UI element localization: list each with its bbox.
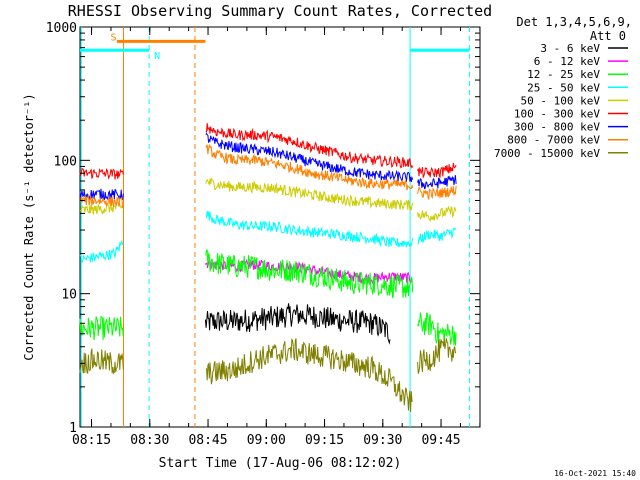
x-tick-label-3: 09:00: [247, 433, 286, 448]
attenuator-bars: [80, 39, 470, 52]
series-3: [79, 210, 457, 264]
x-tick-label-1: 08:30: [130, 433, 169, 448]
legend-label-4: 50 - 100 keV: [521, 94, 601, 107]
legend-label-8: 7000 - 15000 keV: [494, 147, 600, 160]
series-line-8-2: [417, 338, 457, 374]
axis-ticks: [80, 27, 481, 428]
series-line-4-2: [417, 205, 457, 222]
legend-title-2: Att 0: [590, 29, 626, 43]
series-line-5-0: [79, 167, 124, 180]
series-line-3-0: [79, 239, 124, 264]
series-line-2-0: [79, 315, 124, 341]
series-lines: [79, 123, 457, 413]
x-axis-label: Start Time (17-Aug-06 08:12:02): [159, 456, 402, 471]
y-tick-label-1: 10: [61, 288, 77, 303]
y-tick-label-3: 1000: [46, 21, 77, 36]
x-tick-label-0: 08:15: [72, 433, 111, 448]
series-line-3-1: [205, 210, 414, 248]
series-line-6-2: [417, 175, 457, 190]
legend-label-6: 300 - 800 keV: [514, 121, 600, 134]
legend-title-1: Det 1,3,4,5,6,9,: [516, 15, 632, 29]
series-line-4-1: [205, 177, 414, 211]
series-7: [79, 143, 457, 209]
series-6: [79, 132, 457, 201]
x-tick-label-5: 09:30: [363, 433, 402, 448]
annotation-labels: SN: [110, 32, 160, 62]
timestamp: 16-Oct-2021 15:40: [554, 469, 636, 478]
series-line-7-0: [79, 195, 124, 209]
series-line-2-2: [417, 312, 457, 346]
series-1: [204, 258, 413, 285]
x-tick-label-2: 08:45: [188, 433, 227, 448]
annotation-label-s: S: [110, 32, 116, 43]
x-tick-labels: 08:15 08:30 08:45 09:00 09:15 09:30 09:45: [72, 433, 461, 448]
series-line-7-1: [205, 143, 414, 191]
plot-frame: [79, 26, 481, 428]
series-line-8-0: [79, 348, 124, 375]
series-2: [79, 249, 457, 346]
plot-area: [79, 26, 481, 428]
legend-label-1: 6 - 12 keV: [534, 55, 601, 68]
series-line-6-1: [205, 132, 414, 182]
vertical-markers: [80, 27, 471, 427]
series-line-5-1: [205, 123, 414, 169]
y-tick-labels: 1 10 100 1000: [46, 21, 77, 436]
series-line-2-1: [205, 249, 414, 299]
series-line-7-2: [417, 185, 457, 201]
x-tick-label-4: 09:15: [305, 433, 344, 448]
y-axis-label: Corrected Count Rate (s⁻¹ detector⁻¹): [22, 93, 36, 360]
series-8: [79, 338, 457, 413]
annotation-label-n: N: [154, 51, 160, 62]
series-line-6-0: [79, 188, 124, 201]
series-5: [79, 123, 457, 180]
series-line-1-0: [204, 258, 413, 285]
legend-label-3: 25 - 50 keV: [527, 81, 600, 94]
y-tick-label-0: 1: [69, 421, 77, 436]
series-line-8-1: [205, 338, 413, 413]
legend-label-2: 12 - 25 keV: [527, 68, 600, 81]
x-tick-label-6: 09:45: [421, 433, 460, 448]
series-line-5-2: [417, 162, 457, 179]
legend-label-5: 100 - 300 keV: [514, 108, 600, 121]
series-line-3-2: [417, 227, 457, 245]
series-0: [204, 303, 391, 345]
legend-label-0: 3 - 6 keV: [540, 42, 600, 55]
legend-label-7: 800 - 7000 keV: [507, 134, 600, 147]
series-line-0-0: [204, 303, 391, 345]
y-tick-label-2: 100: [54, 154, 77, 169]
chart-title: RHESSI Observing Summary Count Rates, Co…: [68, 2, 492, 20]
